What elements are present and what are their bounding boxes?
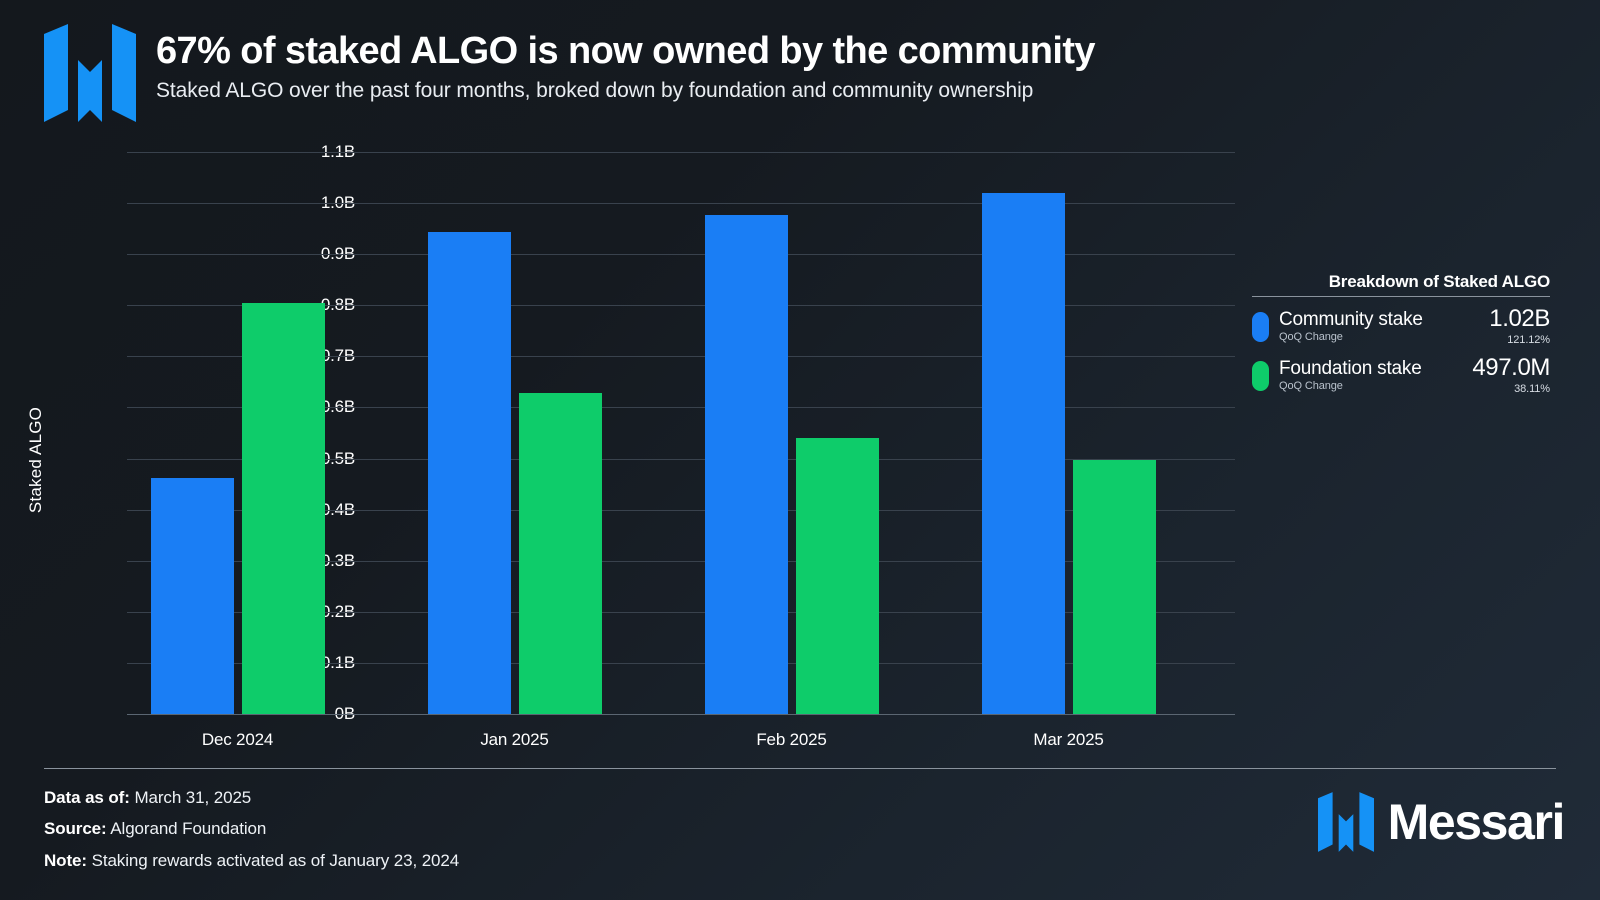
bar-community[interactable] (150, 477, 234, 714)
header-text: 67% of staked ALGO is now owned by the c… (156, 24, 1096, 103)
gridline (127, 458, 1235, 460)
footer-line-source: Source: Algorand Foundation (44, 813, 459, 844)
footer-label-source: Source: (44, 819, 107, 839)
legend: Breakdown of Staked ALGO Community stake… (1252, 272, 1550, 395)
footer-divider (44, 768, 1556, 769)
legend-item-labels: Community stake QoQ Change (1279, 308, 1479, 344)
legend-item-name: Community stake (1279, 308, 1423, 330)
x-axis-tick-label: Mar 2025 (1033, 730, 1104, 749)
y-axis-tick-label: 0B (334, 704, 356, 723)
y-axis-tick-label: 0.9B (320, 244, 355, 264)
gridline (127, 254, 1235, 256)
brand-wordmark: Messari (1387, 794, 1566, 850)
plot-region: Dec 2024 Jan 2025 Feb 2025 Mar 2025 (127, 152, 1235, 749)
footer-value-source: Algorand Foundation (110, 819, 267, 839)
footer-value-data-as-of: March 31, 2025 (134, 788, 252, 807)
footer-label-data-as-of: Data as of: (44, 788, 130, 807)
legend-swatch-green-icon (1252, 360, 1269, 391)
legend-item-change: 121.12% (1507, 334, 1550, 346)
legend-item-values: 497.0M 38.11% (1472, 354, 1550, 396)
footer-line-data-as-of: Data as of: March 31, 2025 (44, 782, 459, 813)
chart-area: Staked ALGO 0B 0.1B 0.2B 0.3B 0.4B 0.5B 0.6B 0.… (0, 140, 1600, 760)
bar-community[interactable] (981, 192, 1065, 714)
gridline (127, 662, 1235, 664)
legend-item-value: 1.02B (1489, 305, 1550, 332)
y-axis-tick-label: 0.6B (320, 397, 355, 417)
legend-item-community[interactable]: Community stake QoQ Change 1.02B 121.12% (1252, 307, 1550, 346)
bar-foundation[interactable] (241, 302, 325, 714)
legend-item-sublabel: QoQ Change (1279, 331, 1343, 344)
gridline (127, 509, 1235, 511)
legend-item-sublabel: QoQ Change (1279, 380, 1343, 393)
y-axis-tick-label: 0.4B (320, 499, 355, 519)
y-axis-tick-label: 0.8B (320, 295, 355, 315)
gridline (127, 152, 1235, 153)
footer-line-note: Note: Staking rewards activated as of Ja… (44, 845, 459, 876)
y-axis-tick-label: 0.7B (320, 346, 355, 366)
y-axis-ticks: 0B 0.1B 0.2B 0.3B 0.4B 0.5B 0.6B 0.7B 0.8B 0.9B 1.… (0, 142, 1600, 723)
gridline (127, 305, 1235, 307)
legend-item-value: 497.0M (1472, 354, 1550, 381)
y-axis-tick-label: 1.1B (320, 142, 355, 161)
y-axis-tick-label: 0.2B (320, 601, 355, 621)
header: 67% of staked ALGO is now owned by the c… (44, 24, 1096, 122)
legend-title: Breakdown of Staked ALGO (1328, 272, 1550, 291)
x-axis-tick-label: Feb 2025 (756, 730, 827, 749)
gridline (127, 560, 1235, 562)
messari-m-logo-icon (44, 24, 136, 122)
page-title: 67% of staked ALGO is now owned by the c… (156, 30, 1096, 72)
footer-value-note: Staking rewards activated as of January … (91, 850, 460, 870)
bar-foundation[interactable] (518, 393, 602, 714)
gridline (127, 356, 1235, 358)
page-subtitle: Staked ALGO over the past four months, b… (156, 78, 1034, 102)
x-axis-tick-label: Jan 2025 (480, 730, 549, 749)
legend-item-name: Foundation stake (1279, 357, 1422, 379)
x-axis-tick-label: Dec 2024 (201, 730, 274, 749)
legend-item-values: 1.02B 121.12% (1489, 305, 1550, 347)
bar-foundation[interactable] (1072, 460, 1156, 714)
footer-notes: Data as of: March 31, 2025 Source: Algor… (44, 782, 459, 876)
gridline (127, 611, 1235, 613)
legend-swatch-blue-icon (1252, 311, 1269, 342)
y-axis-tick-label: 0.1B (320, 652, 355, 672)
footer-label-note: Note: (44, 850, 87, 870)
gridline (127, 407, 1235, 409)
bar-community[interactable] (427, 231, 511, 714)
legend-item-change: 38.11% (1514, 383, 1550, 395)
bar-foundation[interactable] (795, 438, 879, 714)
messari-m-logo-icon (1317, 792, 1374, 852)
y-axis-tick-label: 0.3B (320, 550, 355, 570)
y-axis-tick-label: 0.5B (320, 448, 355, 468)
bar-series (127, 152, 1235, 714)
y-axis-tick-label: 1.0B (320, 193, 355, 213)
legend-item-labels: Foundation stake QoQ Change (1279, 357, 1462, 393)
gridline (127, 714, 1235, 715)
legend-divider (1252, 296, 1550, 297)
gridline (127, 203, 1235, 205)
footer-brand: Messari (1317, 792, 1566, 852)
bar-community[interactable] (704, 214, 788, 714)
legend-item-foundation[interactable]: Foundation stake QoQ Change 497.0M 38.11… (1252, 356, 1550, 395)
